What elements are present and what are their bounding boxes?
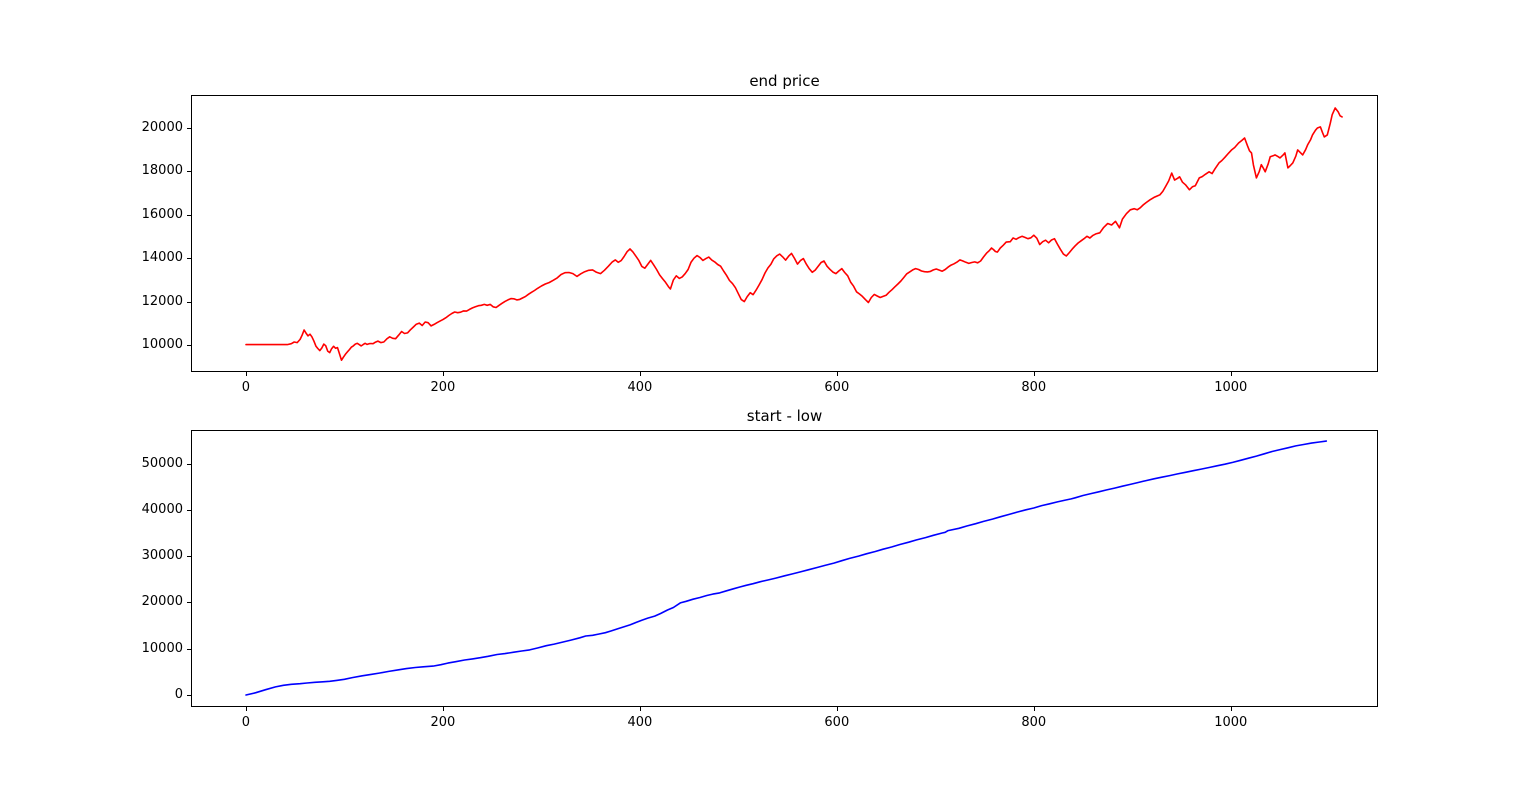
x-axis-tick-mark bbox=[836, 372, 838, 376]
x-axis-tick-mark bbox=[639, 707, 641, 711]
x-axis-tick-label: 1000 bbox=[1214, 380, 1248, 395]
y-axis-tick-label: 0 bbox=[174, 687, 183, 702]
y-axis-tick-label: 10000 bbox=[141, 640, 183, 656]
x-axis-tick-mark bbox=[442, 372, 444, 376]
y-axis-tick-mark bbox=[187, 463, 191, 465]
y-axis-tick-label: 50000 bbox=[141, 455, 183, 471]
x-axis-tick-mark bbox=[836, 707, 838, 711]
x-axis-tick-label: 800 bbox=[1021, 715, 1047, 730]
y-axis-tick-mark bbox=[187, 214, 191, 216]
y-axis-tick-mark bbox=[187, 127, 191, 129]
x-axis-tick-mark bbox=[245, 372, 247, 376]
x-axis-tick-mark bbox=[442, 707, 444, 711]
y-axis-tick-mark bbox=[187, 345, 191, 346]
x-axis-tick-label: 400 bbox=[627, 380, 653, 395]
y-axis-tick-mark bbox=[187, 602, 191, 604]
x-axis-tick-label: 600 bbox=[824, 380, 850, 395]
y-axis-tick-mark bbox=[187, 509, 191, 511]
x-axis-tick-label: 200 bbox=[430, 380, 456, 395]
x-axis-tick-label: 200 bbox=[430, 715, 456, 730]
start-low-plot-area bbox=[191, 430, 1378, 707]
y-axis-tick-label: 20000 bbox=[141, 119, 183, 135]
end-price-plot-area bbox=[191, 95, 1378, 372]
x-axis-tick-mark bbox=[245, 707, 247, 711]
x-axis-tick-mark bbox=[1230, 372, 1232, 376]
y-axis-tick-label: 40000 bbox=[141, 501, 183, 517]
x-axis-tick-label: 1000 bbox=[1214, 715, 1248, 730]
y-axis-tick-mark bbox=[187, 171, 191, 173]
y-axis-tick-label: 12000 bbox=[141, 293, 183, 309]
x-axis-tick-mark bbox=[639, 372, 641, 376]
x-axis-tick-mark bbox=[1033, 707, 1035, 711]
y-axis-tick-label: 14000 bbox=[141, 250, 183, 266]
x-axis-tick-mark bbox=[1230, 707, 1232, 711]
x-axis-tick-mark bbox=[1033, 372, 1035, 376]
end-price-chart-title: end price bbox=[749, 72, 820, 90]
y-axis-tick-mark bbox=[187, 556, 191, 558]
y-axis-tick-mark bbox=[187, 258, 191, 260]
y-axis-tick-label: 30000 bbox=[141, 548, 183, 564]
x-axis-tick-label: 600 bbox=[824, 715, 850, 730]
y-axis-tick-label: 18000 bbox=[141, 163, 183, 179]
y-axis-tick-label: 16000 bbox=[141, 206, 183, 222]
x-axis-tick-label: 400 bbox=[627, 715, 653, 730]
y-axis-tick-mark bbox=[187, 648, 191, 650]
end-price-line-series bbox=[245, 107, 1343, 362]
y-axis-tick-mark bbox=[187, 695, 191, 696]
x-axis-tick-label: 0 bbox=[241, 380, 251, 395]
y-axis-tick-label: 10000 bbox=[141, 337, 183, 352]
y-axis-tick-label: 20000 bbox=[141, 594, 183, 610]
y-axis-tick-mark bbox=[187, 301, 191, 303]
x-axis-tick-label: 800 bbox=[1021, 380, 1047, 395]
x-axis-tick-label: 0 bbox=[241, 715, 251, 730]
start-low-line-series bbox=[245, 440, 1328, 696]
start-low-chart-title: start - low bbox=[746, 407, 823, 425]
